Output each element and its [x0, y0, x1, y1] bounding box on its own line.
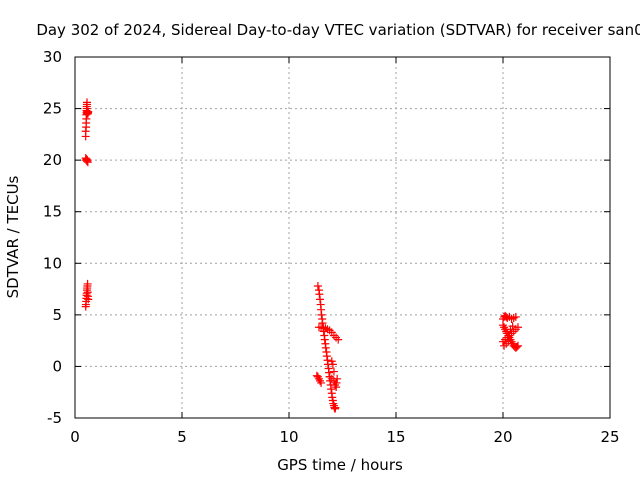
data-point	[317, 310, 326, 319]
data-point	[332, 333, 341, 342]
data-point	[84, 107, 93, 116]
y-tick-label: 15	[43, 203, 62, 221]
x-tick-label: 10	[279, 428, 298, 446]
data-point	[314, 374, 323, 383]
data-points	[81, 98, 522, 413]
data-point	[328, 360, 337, 369]
y-tick-label: -5	[47, 409, 62, 427]
data-point	[325, 368, 334, 377]
data-point	[513, 323, 522, 332]
data-point	[331, 403, 340, 412]
data-point	[500, 341, 509, 350]
data-point	[84, 295, 93, 304]
x-tick-label: 0	[70, 428, 80, 446]
x-tick-label: 5	[177, 428, 187, 446]
y-tick-label: 20	[43, 151, 62, 169]
x-tick-label: 25	[600, 428, 619, 446]
plot-frame	[74, 56, 611, 419]
data-point	[329, 367, 338, 376]
data-point	[331, 380, 340, 389]
grid-lines	[75, 57, 610, 418]
data-point	[315, 290, 324, 299]
data-point	[504, 337, 513, 346]
y-tick-label: 25	[43, 100, 62, 118]
x-tick-label: 15	[386, 428, 405, 446]
data-point	[329, 399, 338, 408]
data-point	[313, 281, 322, 290]
data-point	[321, 343, 330, 352]
data-point	[502, 327, 511, 336]
data-point	[332, 383, 341, 392]
x-axis-label: GPS time / hours	[277, 456, 403, 474]
data-point	[82, 98, 91, 107]
data-point	[83, 158, 92, 167]
data-point	[325, 372, 334, 381]
y-tick-label: 5	[52, 306, 62, 324]
data-point	[334, 335, 343, 344]
x-tick-label: 20	[493, 428, 512, 446]
data-point	[83, 279, 92, 288]
y-tick-label: 0	[52, 357, 62, 375]
data-point	[512, 342, 521, 351]
y-tick-label: 30	[43, 48, 62, 66]
data-point	[320, 335, 329, 344]
data-point	[317, 378, 326, 387]
data-point	[508, 322, 517, 331]
data-point	[316, 376, 325, 385]
data-point	[327, 385, 336, 394]
y-tick-label: 10	[43, 254, 62, 272]
data-point	[322, 352, 331, 361]
axis-ticks: 0 5 10 15 20 25 -5 0 5 10 15 20 25 30	[43, 48, 620, 446]
data-point	[499, 321, 507, 330]
y-axis-label: SDTVAR / TECUs	[4, 175, 22, 298]
chart-title: Day 302 of 2024, Sidereal Day-to-day VTE…	[36, 21, 640, 39]
data-point	[316, 295, 325, 304]
data-point	[318, 319, 327, 328]
data-point	[500, 323, 509, 332]
data-point	[313, 372, 322, 381]
data-point	[513, 341, 522, 350]
data-point	[511, 312, 520, 321]
